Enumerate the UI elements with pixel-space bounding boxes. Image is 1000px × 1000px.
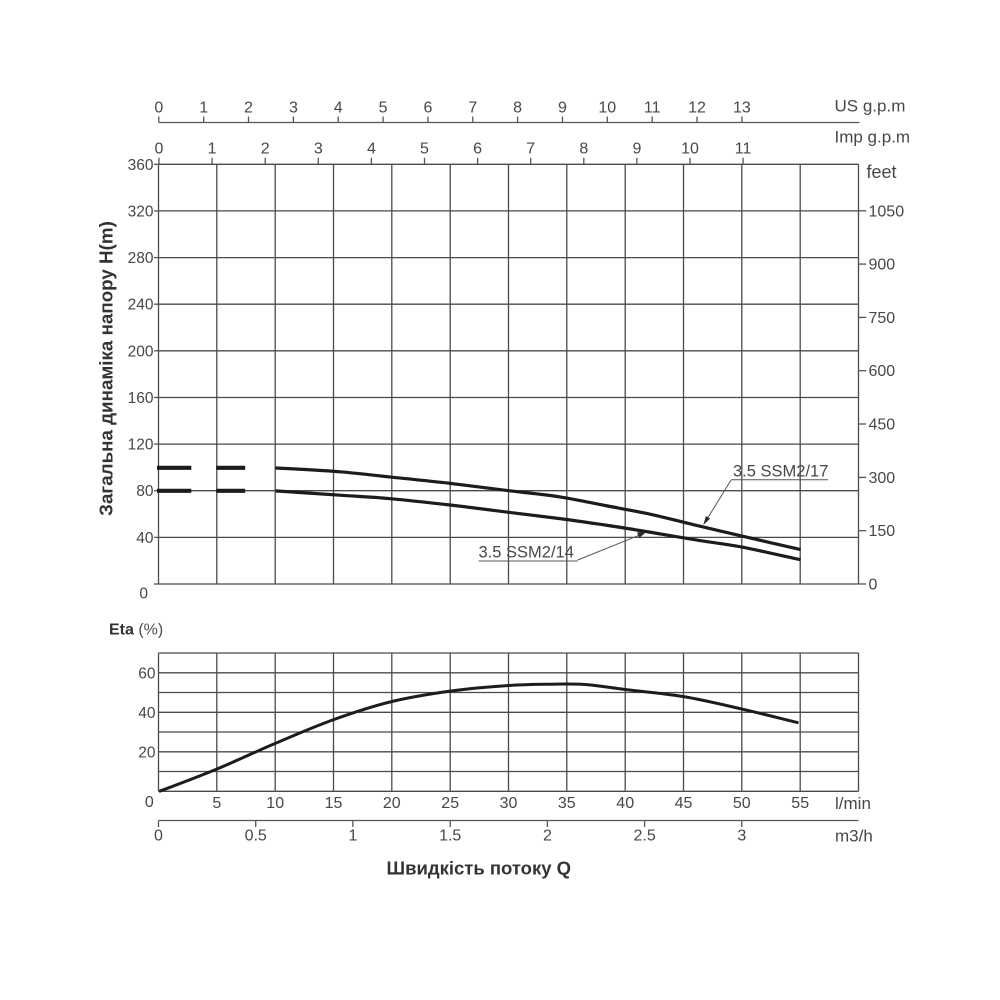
svg-text:60: 60 — [138, 665, 156, 682]
svg-text:l/min: l/min — [835, 794, 871, 813]
svg-text:9: 9 — [632, 141, 641, 158]
svg-text:320: 320 — [128, 203, 154, 220]
svg-text:0.5: 0.5 — [245, 828, 267, 845]
svg-text:360: 360 — [128, 157, 154, 174]
svg-text:3: 3 — [314, 141, 323, 158]
svg-text:3.5 SSM2/17: 3.5 SSM2/17 — [733, 463, 828, 481]
svg-text:55: 55 — [791, 795, 809, 812]
svg-text:3: 3 — [737, 828, 746, 845]
svg-text:40: 40 — [616, 795, 634, 812]
svg-text:240: 240 — [128, 297, 154, 314]
svg-text:0: 0 — [145, 794, 154, 811]
svg-text:9: 9 — [558, 100, 567, 117]
svg-text:160: 160 — [128, 390, 154, 407]
svg-text:20: 20 — [138, 744, 156, 761]
svg-text:450: 450 — [869, 417, 896, 434]
svg-text:200: 200 — [128, 343, 154, 360]
svg-text:6: 6 — [473, 141, 482, 158]
svg-text:35: 35 — [558, 795, 576, 812]
svg-text:1.5: 1.5 — [439, 828, 461, 845]
svg-text:900: 900 — [869, 257, 896, 274]
svg-text:50: 50 — [733, 795, 751, 812]
svg-text:1050: 1050 — [869, 203, 905, 220]
svg-text:45: 45 — [675, 795, 693, 812]
svg-text:7: 7 — [526, 141, 535, 158]
svg-text:2: 2 — [543, 828, 552, 845]
svg-text:2: 2 — [261, 141, 270, 158]
svg-text:m3/h: m3/h — [835, 827, 873, 846]
svg-text:300: 300 — [869, 470, 896, 487]
svg-text:2.5: 2.5 — [633, 828, 655, 845]
svg-text:5: 5 — [420, 141, 429, 158]
svg-text:13: 13 — [733, 100, 751, 117]
svg-text:2: 2 — [244, 100, 253, 117]
svg-text:3.5 SSM2/14: 3.5 SSM2/14 — [479, 544, 574, 562]
svg-text:3: 3 — [289, 100, 298, 117]
svg-text:40: 40 — [138, 705, 156, 722]
svg-text:4: 4 — [334, 100, 343, 117]
svg-text:30: 30 — [500, 795, 518, 812]
svg-text:1: 1 — [199, 100, 208, 117]
svg-text:10: 10 — [681, 141, 699, 158]
svg-text:15: 15 — [325, 795, 343, 812]
svg-text:7: 7 — [468, 100, 477, 117]
svg-text:0: 0 — [154, 828, 163, 845]
svg-text:25: 25 — [441, 795, 459, 812]
svg-text:4: 4 — [367, 141, 376, 158]
svg-text:40: 40 — [136, 530, 154, 547]
svg-text:1: 1 — [208, 141, 217, 158]
svg-text:1: 1 — [348, 828, 357, 845]
svg-text:0: 0 — [869, 577, 878, 594]
svg-text:Imp g.p.m: Imp g.p.m — [835, 128, 911, 147]
svg-text:5: 5 — [212, 795, 221, 812]
svg-text:Eta (%): Eta (%) — [109, 622, 163, 639]
svg-text:feet: feet — [867, 162, 897, 182]
svg-text:Загальна динаміка напору H(m): Загальна динаміка напору H(m) — [96, 221, 117, 516]
svg-text:150: 150 — [869, 523, 896, 540]
svg-text:0: 0 — [155, 141, 164, 158]
svg-text:280: 280 — [128, 250, 154, 267]
svg-text:11: 11 — [735, 141, 752, 158]
svg-text:750: 750 — [869, 310, 896, 327]
svg-text:12: 12 — [688, 100, 706, 117]
svg-text:80: 80 — [136, 483, 154, 500]
svg-text:11: 11 — [644, 100, 661, 117]
svg-text:10: 10 — [266, 795, 284, 812]
svg-text:8: 8 — [513, 100, 522, 117]
svg-text:US g.p.m: US g.p.m — [835, 97, 906, 116]
svg-text:20: 20 — [383, 795, 401, 812]
svg-text:0: 0 — [154, 100, 163, 117]
svg-text:8: 8 — [579, 141, 588, 158]
svg-text:120: 120 — [128, 437, 154, 454]
svg-text:5: 5 — [379, 100, 388, 117]
svg-text:6: 6 — [423, 100, 432, 117]
svg-text:10: 10 — [598, 100, 616, 117]
svg-text:Швидкість потоку Q: Швидкість потоку Q — [387, 858, 572, 879]
svg-text:600: 600 — [869, 363, 896, 380]
svg-text:0: 0 — [139, 586, 148, 603]
